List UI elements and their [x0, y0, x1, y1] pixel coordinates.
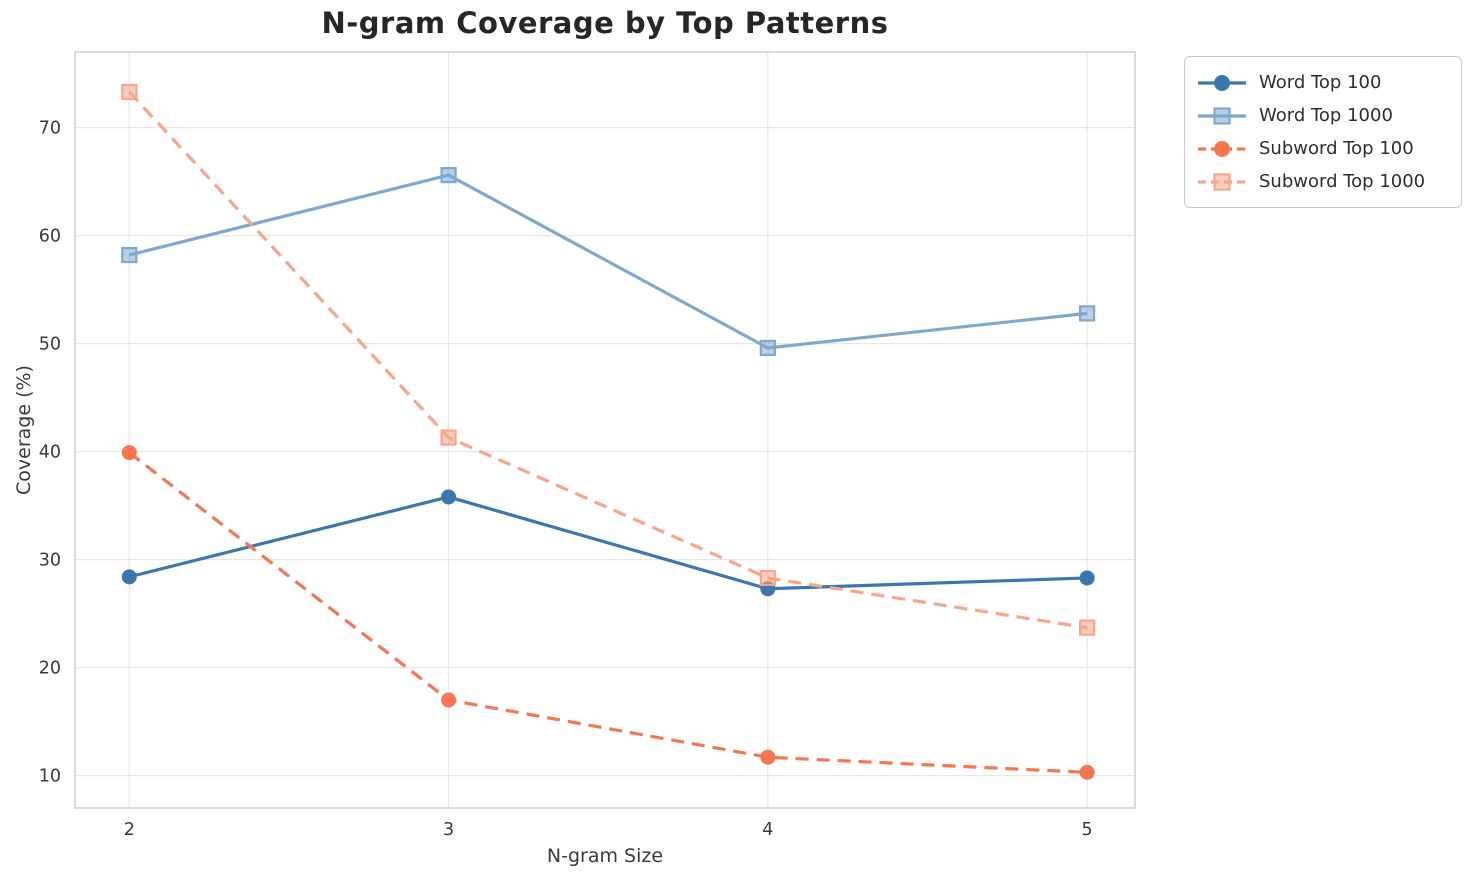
y-tick-label: 20: [39, 659, 61, 679]
legend-sample-square-icon: [1198, 172, 1246, 191]
legend-item-label: Subword Top 100: [1259, 138, 1414, 159]
x-tick-label: 3: [443, 820, 454, 840]
data-point-marker: [121, 569, 137, 585]
plot-border: [74, 51, 1136, 809]
legend: Word Top 100 Word Top 1000 Subword Top 100…: [1184, 56, 1462, 208]
x-tick-label: 5: [1082, 820, 1093, 840]
data-point-marker: [440, 167, 457, 184]
legend-item: Word Top 100: [1197, 66, 1449, 99]
grid-vertical: [128, 52, 1088, 808]
data-point-marker: [121, 246, 138, 264]
data-point-marker: [1079, 570, 1095, 586]
x-tick-label: 4: [762, 820, 773, 840]
data-point-marker: [1079, 305, 1096, 322]
legend-item-label: Subword Top 1000: [1259, 171, 1426, 192]
chart-title: N-gram Coverage by Top Patterns: [321, 6, 889, 40]
legend-item: Subword Top 100: [1197, 132, 1449, 165]
legend-item: Word Top 1000: [1197, 99, 1449, 132]
y-tick-label: 60: [39, 227, 61, 247]
legend-sample-square-icon: [1198, 106, 1246, 125]
series-subword-top-1000: [121, 83, 1096, 636]
data-point-marker: [1079, 619, 1096, 636]
series-subword-top-100: [121, 445, 1095, 780]
series-line: [128, 173, 1088, 350]
y-tick-label: 30: [39, 551, 61, 571]
data-point-marker: [759, 339, 776, 357]
legend-sample-circle-icon: [1198, 140, 1246, 157]
y-axis-label: Coverage (%): [13, 365, 35, 495]
tick-labels: 10 20 30 40 50 60 70 2 3 4 5: [39, 119, 1093, 840]
series-line: [128, 495, 1088, 591]
series-word-top-1000: [121, 167, 1096, 357]
data-point-marker: [121, 83, 138, 101]
legend-item-label: Word Top 100: [1259, 72, 1382, 93]
series-line: [128, 90, 1088, 630]
legend-item: Subword Top 1000: [1197, 165, 1449, 198]
legend-item-label: Word Top 1000: [1259, 105, 1393, 126]
data-point-marker: [121, 445, 137, 461]
y-tick-label: 10: [39, 767, 61, 787]
y-tick-label: 40: [39, 443, 61, 463]
x-axis-label: N-gram Size: [546, 845, 664, 867]
grid-horizontal: [75, 126, 1135, 777]
data-point-marker: [441, 489, 457, 505]
legend-sample-circle-icon: [1198, 74, 1246, 91]
data-point-marker: [440, 429, 457, 446]
x-tick-label: 2: [124, 820, 135, 840]
data-point-marker: [759, 569, 776, 587]
y-tick-label: 70: [39, 119, 61, 139]
series-word-top-100: [121, 489, 1095, 597]
series-line: [128, 451, 1088, 774]
data-point-marker: [1079, 764, 1095, 780]
data-point-marker: [760, 749, 776, 765]
y-tick-label: 50: [39, 335, 61, 355]
data-point-marker: [441, 692, 457, 708]
